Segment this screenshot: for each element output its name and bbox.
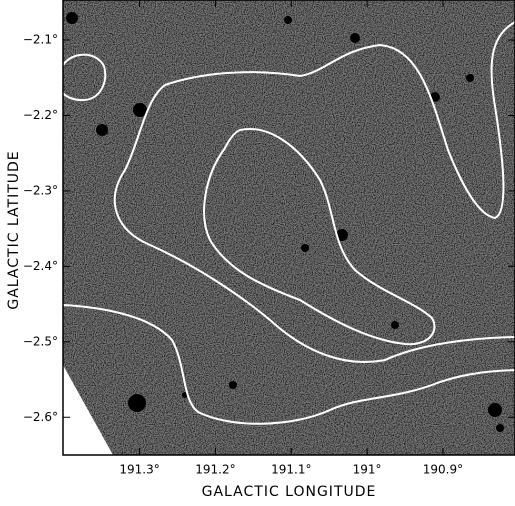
x-tick-label: 191.2° [195, 463, 235, 477]
plot-frame [62, 0, 515, 456]
contour [113, 21, 515, 364]
y-axis-title: GALACTIC LATITUDE [6, 150, 22, 309]
y-tick-label: −2.1° [23, 32, 58, 46]
y-tick-label: −2.4° [23, 259, 58, 273]
y-tick-label: −2.5° [23, 334, 58, 348]
y-tick-label: −2.2° [23, 108, 58, 122]
contour [63, 53, 107, 102]
x-tick-label: 190.9° [423, 463, 463, 477]
contour [203, 128, 436, 346]
x-axis-title: GALACTIC LONGITUDE [202, 484, 377, 500]
x-tick-label: 191.3° [119, 463, 159, 477]
y-tick-label: −2.6° [23, 410, 58, 424]
x-tick-label: 191.1° [271, 463, 311, 477]
y-tick-label: −2.3° [23, 183, 58, 197]
contour [63, 304, 515, 425]
x-tick-label: 191° [353, 463, 382, 477]
sky-image [63, 0, 515, 455]
